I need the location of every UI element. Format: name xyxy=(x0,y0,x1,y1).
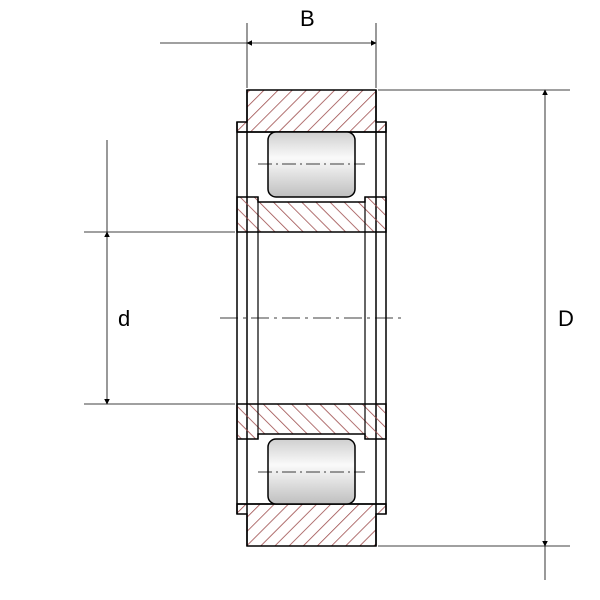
label-d: d xyxy=(118,306,130,332)
inner-ring-top xyxy=(237,197,386,232)
dimension-d xyxy=(84,140,235,404)
inner-ring-bottom xyxy=(237,404,386,439)
roller-bottom xyxy=(258,439,365,504)
label-B: B xyxy=(300,6,315,32)
roller-top xyxy=(258,132,365,197)
dimension-B xyxy=(160,23,376,88)
dimension-D xyxy=(378,90,570,580)
bearing-diagram xyxy=(0,0,600,600)
label-D: D xyxy=(558,306,574,332)
